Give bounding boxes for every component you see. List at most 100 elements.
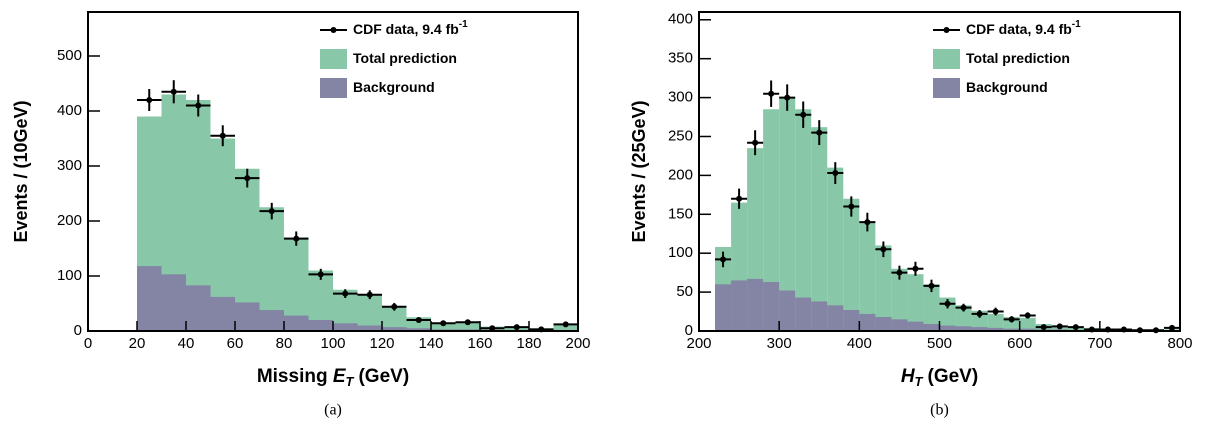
x-label-subscript: T: [915, 374, 924, 389]
histogram-bar: [811, 301, 828, 331]
histogram-bar: [923, 284, 940, 331]
histogram-bar: [1019, 328, 1036, 331]
histogram-bar: [779, 97, 796, 332]
histogram-bar: [357, 325, 382, 331]
caption: (b): [930, 402, 949, 419]
histogram-bar: [955, 326, 972, 331]
legend-label: Background: [966, 79, 1048, 95]
data-point: [1040, 324, 1047, 331]
data-point: [768, 90, 775, 97]
legend-label: Background: [353, 79, 435, 95]
data-point: [1008, 316, 1015, 323]
x-tick-label: 160: [467, 335, 492, 352]
y-tick-label: 200: [668, 166, 693, 183]
data-point: [342, 290, 349, 297]
histogram-bar: [210, 296, 235, 331]
histogram-bar: [827, 167, 844, 331]
legend-name: Total prediction: [966, 50, 1070, 66]
data-point: [244, 175, 251, 182]
legend-name: CDF data, 9.4 fb: [353, 21, 459, 37]
histogram-bar: [161, 274, 186, 331]
histogram-bar: [827, 305, 844, 331]
histogram-bar: [939, 297, 956, 331]
histogram-bar: [455, 322, 480, 331]
legend-label: CDF data, 9.4 fb-1: [353, 19, 468, 37]
histogram-bar: [779, 290, 796, 331]
histogram-bar: [795, 297, 812, 331]
histogram-bar: [186, 285, 211, 331]
x-tick-label: 700: [1087, 335, 1112, 352]
histogram-bar: [382, 327, 407, 331]
data-point: [752, 139, 759, 146]
x-tick-label: 120: [369, 335, 394, 352]
data-point: [268, 208, 275, 215]
x-tick-label: 400: [847, 335, 872, 352]
plot: [715, 80, 1180, 334]
legend-marker: [943, 27, 950, 33]
histogram-bar: [939, 325, 956, 331]
histogram-bar: [431, 322, 456, 331]
legend-superscript: -1: [459, 19, 468, 30]
histogram-bar: [259, 310, 284, 331]
x-tick-label: 180: [516, 335, 541, 352]
legend-swatch: [933, 49, 960, 69]
data-point: [864, 219, 871, 226]
x-tick-label: 300: [767, 335, 792, 352]
y-tick-label: 0: [685, 322, 693, 339]
legend-name: Background: [353, 79, 435, 95]
histogram-bar: [284, 315, 309, 331]
caption: (a): [324, 402, 342, 419]
x-label-subscript: T: [346, 374, 355, 389]
data-point: [800, 111, 807, 118]
histogram-bar: [553, 324, 578, 331]
histogram-bar: [763, 281, 780, 331]
histogram-bar: [875, 316, 892, 331]
legend-marker: [330, 27, 337, 33]
x-tick-label: 500: [927, 335, 952, 352]
x-tick-label: 80: [276, 335, 293, 352]
data-point: [784, 94, 791, 101]
data-point: [562, 321, 569, 328]
x-tick-label: 60: [227, 335, 244, 352]
x-tick-label: 800: [1167, 335, 1192, 352]
histogram-bar: [795, 109, 812, 331]
data-point: [944, 300, 951, 307]
data-point: [992, 308, 999, 315]
data-point: [489, 325, 496, 332]
histogram-bar: [891, 319, 908, 331]
histogram-bar: [715, 284, 732, 331]
histogram-bar: [333, 323, 358, 331]
data-point: [816, 129, 823, 136]
y-tick-label: 500: [57, 47, 82, 64]
y-tick-label: 350: [668, 50, 693, 67]
y-tick-label: 100: [668, 244, 693, 261]
y-tick-label: 400: [57, 102, 82, 119]
histogram-bar: [284, 237, 309, 331]
data-point: [317, 271, 324, 278]
y-tick-label: 0: [74, 322, 82, 339]
histogram-bar: [891, 268, 908, 331]
x-label-unit: (GeV): [928, 366, 979, 387]
data-point: [391, 303, 398, 310]
legend-swatch: [320, 49, 347, 69]
data-point: [928, 282, 935, 289]
data-point: [219, 132, 226, 139]
y-tick-label: 400: [668, 11, 693, 28]
y-tick-label: 150: [668, 205, 693, 222]
y-tick-label: 100: [57, 267, 82, 284]
histogram-bar: [1003, 316, 1020, 331]
histogram-bar: [875, 245, 892, 331]
histogram-bar: [987, 327, 1004, 331]
data-point: [976, 310, 983, 317]
legend-swatch: [320, 78, 347, 98]
histogram-bar: [406, 328, 431, 331]
x-label-symbol: H: [901, 366, 916, 387]
histogram-bar: [907, 321, 924, 331]
histogram-bar: [308, 320, 333, 331]
x-label-unit: (GeV): [358, 366, 409, 387]
data-point: [440, 320, 447, 327]
data-point: [170, 88, 177, 95]
data-point: [720, 256, 727, 263]
x-label-text: Missing: [257, 366, 333, 387]
legend-superscript: -1: [1072, 19, 1081, 30]
